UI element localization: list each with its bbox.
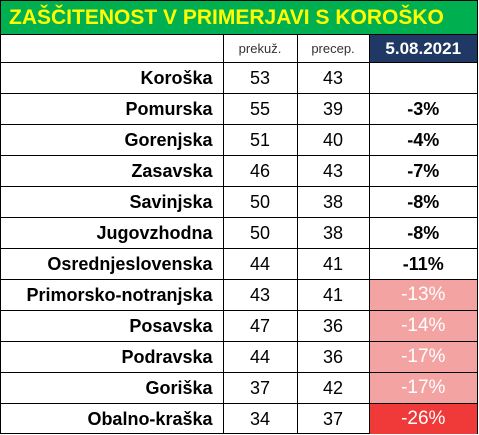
precepljeni-cell: 38 — [296, 217, 370, 249]
change-cell: -4% — [368, 124, 477, 156]
precepljeni-cell: 39 — [296, 93, 370, 125]
region-name: Podravska — [1, 341, 224, 373]
header-row: prekuž. precep. 5.08.2021 — [1, 35, 477, 63]
change-cell: -14% — [368, 310, 477, 342]
table-row: Koroška 53 43 — [1, 62, 477, 94]
change-cell: -8% — [368, 217, 477, 249]
change-cell: -26% — [368, 403, 477, 434]
precepljeni-cell: 41 — [296, 248, 370, 280]
change-cell — [368, 62, 477, 94]
header-cell: 5.08.2021 — [368, 35, 477, 63]
table-row: Gorenjska 51 40 -4% — [1, 124, 477, 156]
title: ZAŠČITENOST V PRIMERJAVI S KOROŠKO — [1, 1, 477, 35]
prekuzeni-cell: 47 — [222, 310, 298, 342]
header-cell: precep. — [296, 35, 370, 63]
precepljeni-cell: 36 — [296, 310, 370, 342]
change-cell: -7% — [368, 155, 477, 187]
table-row: Goriška 37 42 -17% — [1, 372, 477, 404]
precepljeni-cell: 42 — [296, 372, 370, 404]
table-row: Zasavska 46 43 -7% — [1, 155, 477, 187]
table-row: Osrednjeslovenska 44 41 -11% — [1, 248, 477, 280]
table-row: Posavska 47 36 -14% — [1, 310, 477, 342]
prekuzeni-cell: 43 — [222, 279, 298, 311]
region-name: Pomurska — [1, 93, 224, 125]
table-row: Primorsko-notranjska 43 41 -13% — [1, 279, 477, 311]
prekuzeni-cell: 50 — [222, 186, 298, 218]
table-row: Obalno-kraška 34 37 -26% — [1, 403, 477, 434]
precepljeni-cell: 43 — [296, 155, 370, 187]
region-name: Koroška — [1, 62, 224, 94]
prekuzeni-cell: 37 — [222, 372, 298, 404]
change-cell: -3% — [368, 93, 477, 125]
change-cell: -8% — [368, 186, 477, 218]
precepljeni-cell: 36 — [296, 341, 370, 373]
table: prekuž. precep. 5.08.2021 Koroška 53 43 Pomurs… — [1, 35, 477, 434]
prekuzeni-cell: 34 — [222, 403, 298, 434]
change-cell: -11% — [368, 248, 477, 280]
region-name: Goriška — [1, 372, 224, 404]
header-cell — [1, 35, 224, 63]
table-body: prekuž. precep. 5.08.2021 Koroška 53 43 Pomurs… — [1, 35, 477, 434]
region-name: Savinjska — [1, 186, 224, 218]
prekuzeni-cell: 44 — [222, 341, 298, 373]
precepljeni-cell: 40 — [296, 124, 370, 156]
prekuzeni-cell: 51 — [222, 124, 298, 156]
precepljeni-cell: 43 — [296, 62, 370, 94]
change-cell: -17% — [368, 372, 477, 404]
header-cell: prekuž. — [222, 35, 298, 63]
table-row: Jugovzhodna 50 38 -8% — [1, 217, 477, 249]
prekuzeni-cell: 53 — [222, 62, 298, 94]
precepljeni-cell: 41 — [296, 279, 370, 311]
table-row: Savinjska 50 38 -8% — [1, 186, 477, 218]
prekuzeni-cell: 46 — [222, 155, 298, 187]
region-name: Obalno-kraška — [1, 403, 224, 434]
table-row: Podravska 44 36 -17% — [1, 341, 477, 373]
region-name: Osrednjeslovenska — [1, 248, 224, 280]
precepljeni-cell: 38 — [296, 186, 370, 218]
change-cell: -13% — [368, 279, 477, 311]
region-name: Posavska — [1, 310, 224, 342]
prekuzeni-cell: 55 — [222, 93, 298, 125]
prekuzeni-cell: 44 — [222, 248, 298, 280]
region-name: Gorenjska — [1, 124, 224, 156]
region-name: Zasavska — [1, 155, 224, 187]
table-row: Pomurska 55 39 -3% — [1, 93, 477, 125]
change-cell: -17% — [368, 341, 477, 373]
region-name: Primorsko-notranjska — [1, 279, 224, 311]
precepljeni-cell: 37 — [296, 403, 370, 434]
region-name: Jugovzhodna — [1, 217, 224, 249]
prekuzeni-cell: 50 — [222, 217, 298, 249]
